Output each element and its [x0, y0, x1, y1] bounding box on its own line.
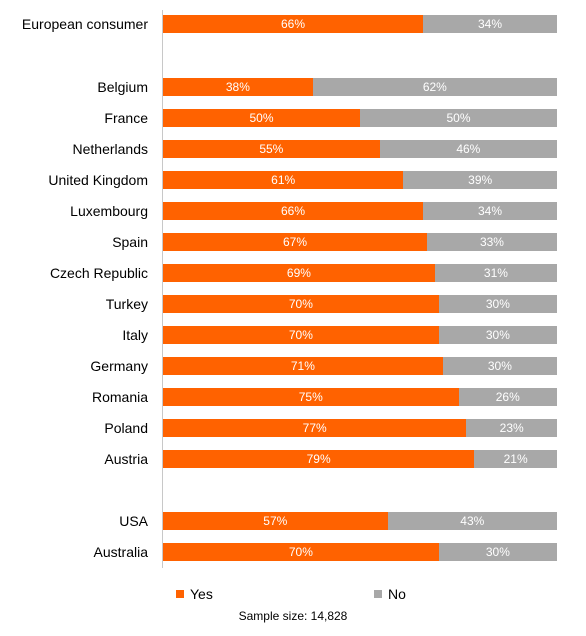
bar-segment-no — [466, 419, 557, 437]
bar-segment-yes — [163, 295, 439, 313]
bar-segment-no — [442, 357, 557, 375]
data-label-yes: 69% — [286, 266, 311, 280]
bar-segment-yes — [163, 78, 313, 96]
bar-segment-no — [438, 326, 557, 344]
bar-segment-yes — [163, 450, 475, 468]
data-label-yes: 70% — [288, 545, 313, 559]
category-label: Poland — [104, 420, 148, 436]
bar-segment-yes — [163, 171, 404, 189]
data-label-yes: 67% — [282, 235, 307, 249]
category-label: Germany — [90, 358, 148, 374]
category-label: Czech Republic — [49, 265, 148, 281]
category-label: Italy — [122, 327, 148, 343]
bar-segment-no — [379, 140, 557, 158]
bar-segment-yes — [163, 543, 439, 561]
category-label: Austria — [104, 451, 148, 467]
category-label: USA — [119, 513, 148, 529]
category-label: European consumer — [21, 16, 148, 32]
data-label-yes: 66% — [281, 204, 306, 218]
bar-segment-no — [387, 512, 557, 530]
data-label-yes: 75% — [298, 390, 323, 404]
category-label: France — [104, 110, 148, 126]
bar-segment-no — [434, 264, 557, 282]
legend-item-no: No — [374, 586, 406, 602]
legend-label-yes: Yes — [190, 586, 213, 602]
bar-segment-yes — [163, 512, 388, 530]
data-label-no: 50% — [446, 111, 471, 125]
bar-segment-no — [312, 78, 557, 96]
bar-segment-no — [423, 15, 557, 33]
data-label-no: 30% — [487, 359, 512, 373]
bar-segment-yes — [163, 140, 380, 158]
bar-segment-yes — [163, 233, 427, 251]
bar-segment-no — [458, 388, 557, 406]
data-label-yes: 57% — [263, 514, 288, 528]
data-label-no: 34% — [477, 204, 503, 218]
category-label: Romania — [91, 389, 148, 405]
data-label-yes: 79% — [306, 452, 331, 466]
bar-segment-no — [403, 171, 557, 189]
data-label-yes: 66% — [281, 17, 306, 31]
bar-segment-yes — [163, 264, 435, 282]
category-label: Luxembourg — [70, 203, 148, 219]
data-label-yes: 38% — [225, 80, 250, 94]
legend-label-no: No — [388, 586, 406, 602]
category-label: Belgium — [97, 79, 148, 95]
data-label-no: 33% — [479, 235, 504, 249]
category-axis-line — [162, 10, 163, 568]
data-label-no: 34% — [477, 17, 503, 31]
bar-segment-yes — [163, 326, 439, 344]
data-label-no: 30% — [485, 297, 510, 311]
sample-size-note: Sample size: 14,828 — [238, 609, 348, 623]
category-label: Spain — [112, 234, 148, 250]
data-label-yes: 70% — [288, 328, 313, 342]
bar-segment-no — [438, 295, 557, 313]
category-label: United Kingdom — [48, 172, 148, 188]
data-label-yes: 50% — [249, 111, 274, 125]
data-label-no: 26% — [495, 390, 520, 404]
legend-item-yes: Yes — [176, 586, 213, 602]
bar-segment-no — [474, 450, 557, 468]
data-label-no: 46% — [456, 142, 481, 156]
bar-segment-yes — [163, 357, 443, 375]
data-label-yes: 71% — [290, 359, 315, 373]
category-label: Turkey — [105, 296, 148, 312]
legend-swatch-no — [374, 590, 382, 598]
category-label: Australia — [93, 544, 148, 560]
bar-segment-yes — [163, 109, 360, 127]
bar-segment-yes — [163, 419, 467, 437]
data-label-no: 62% — [422, 80, 447, 94]
data-label-no: 21% — [503, 452, 528, 466]
data-label-yes: 61% — [271, 173, 296, 187]
data-label-no: 31% — [483, 266, 508, 280]
bar-segment-no — [423, 202, 557, 220]
legend-swatch-yes — [176, 590, 184, 598]
data-label-no: 23% — [499, 421, 524, 435]
data-label-yes: 77% — [302, 421, 327, 435]
bar-segment-no — [426, 233, 557, 251]
data-label-no: 43% — [460, 514, 485, 528]
data-label-no: 30% — [485, 328, 510, 342]
data-label-yes: 55% — [259, 142, 284, 156]
bar-segment-yes — [163, 388, 459, 406]
bar-segment-yes — [163, 202, 424, 220]
data-label-no: 30% — [485, 545, 510, 559]
bar-segment-yes — [163, 15, 424, 33]
category-label: Netherlands — [72, 141, 149, 157]
bar-segment-no — [360, 109, 557, 127]
data-label-no: 39% — [468, 173, 493, 187]
bar-segment-no — [438, 543, 557, 561]
data-label-yes: 70% — [288, 297, 313, 311]
